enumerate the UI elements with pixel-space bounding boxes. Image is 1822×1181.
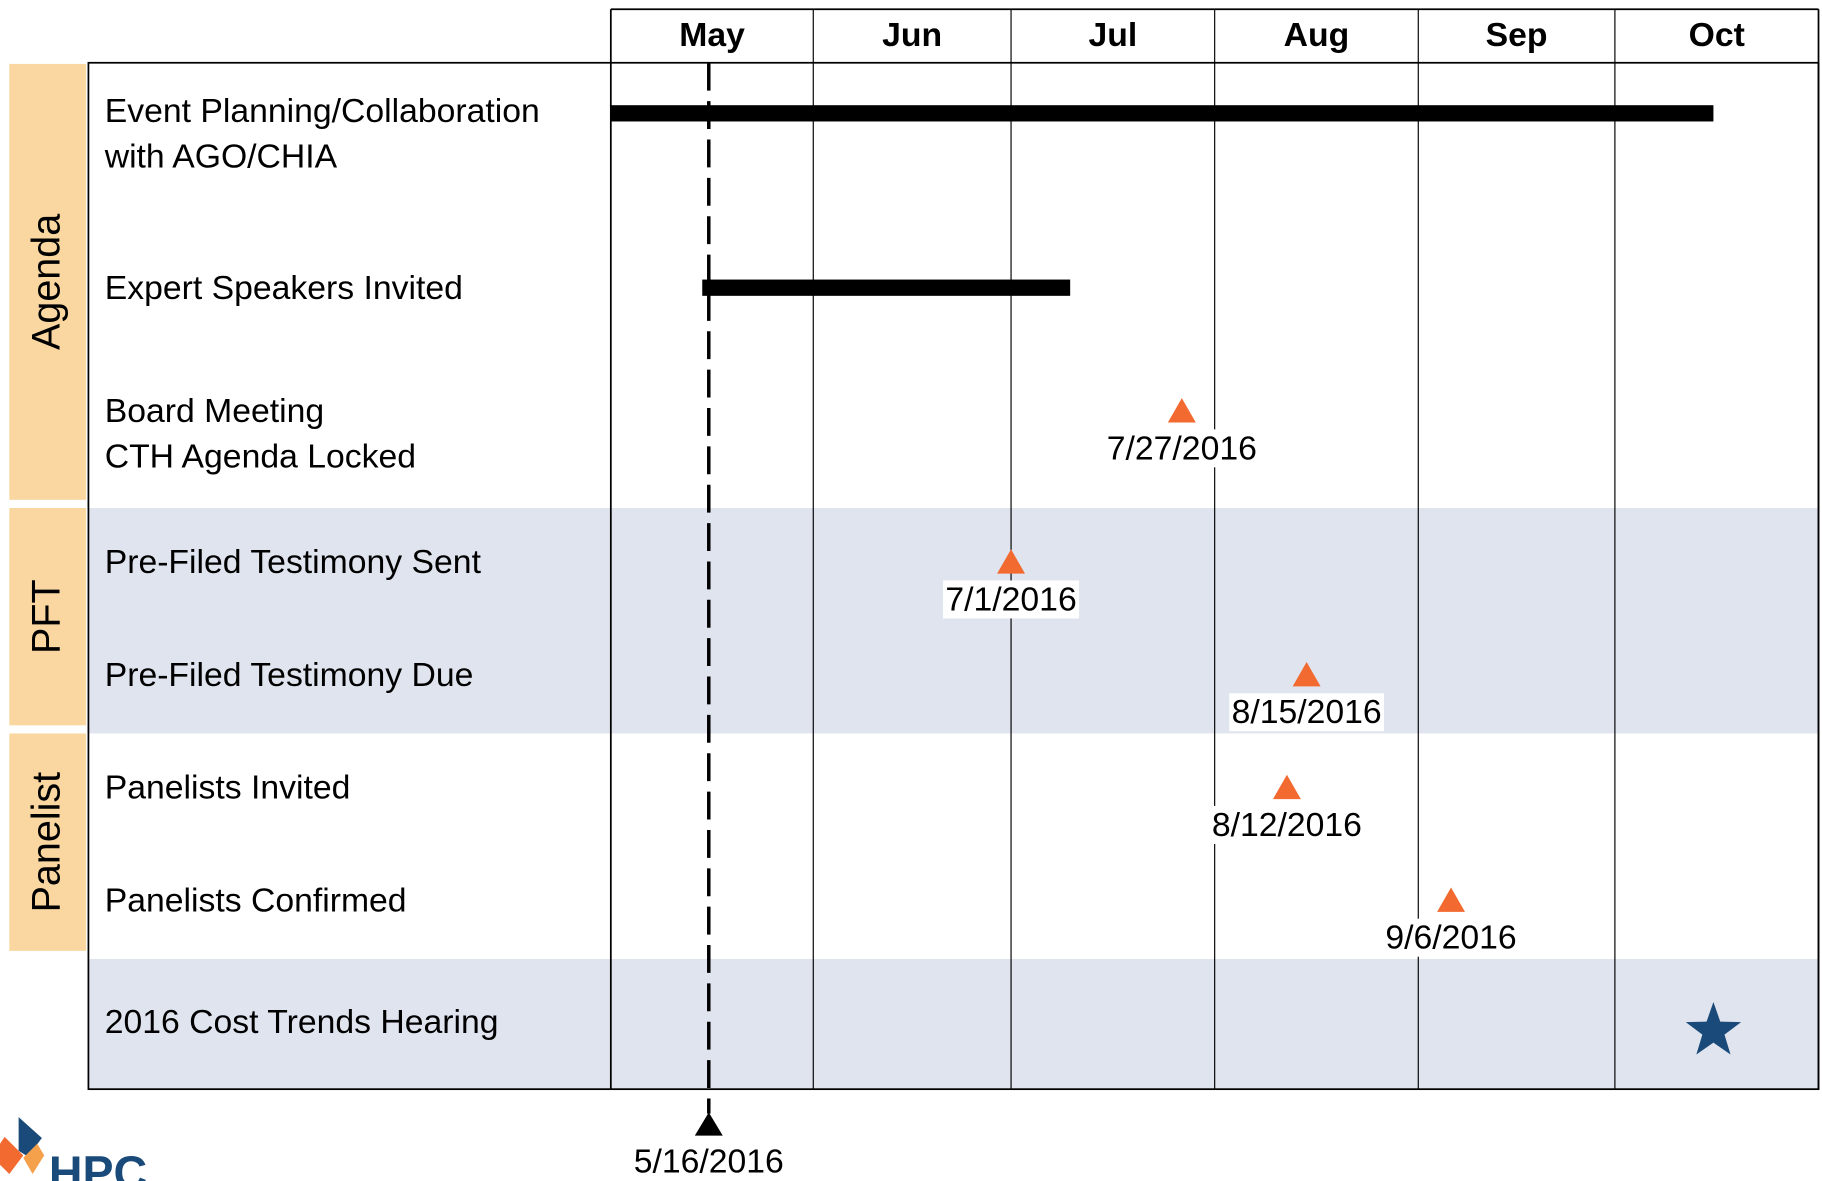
month-label: Oct bbox=[1689, 16, 1745, 54]
row-band bbox=[88, 507, 1819, 734]
group-label: Agenda bbox=[24, 214, 68, 350]
milestone-marker bbox=[997, 549, 1026, 574]
today-marker bbox=[694, 1112, 723, 1136]
month-label: Sep bbox=[1486, 16, 1548, 54]
label-bg bbox=[1209, 805, 1365, 844]
task-label: Panelists Confirmed bbox=[105, 882, 407, 920]
milestone-label: 7/27/2016 bbox=[1107, 429, 1257, 467]
task-label: Panelists Invited bbox=[105, 769, 351, 807]
today-label: 5/16/2016 bbox=[634, 1142, 784, 1180]
row-band bbox=[88, 958, 1819, 1090]
task-label: Board Meeting bbox=[105, 392, 324, 430]
milestone-marker bbox=[1437, 887, 1466, 912]
logo-shape bbox=[0, 1136, 24, 1175]
task-label: 2016 Cost Trends Hearing bbox=[105, 1003, 499, 1041]
task-bar bbox=[702, 279, 1071, 296]
group-label: Panelist bbox=[24, 772, 68, 913]
logo-shape bbox=[23, 1143, 45, 1175]
milestone-label: 8/12/2016 bbox=[1212, 806, 1362, 844]
label-bg bbox=[1383, 918, 1520, 957]
task-label: Pre-Filed Testimony Sent bbox=[105, 543, 482, 581]
task-label: Expert Speakers Invited bbox=[105, 269, 463, 307]
month-label: May bbox=[679, 16, 745, 54]
task-label: CTH Agenda Locked bbox=[105, 437, 416, 475]
month-label: Jun bbox=[882, 16, 942, 54]
milestone-label: 7/1/2016 bbox=[945, 580, 1076, 618]
group-label: PFT bbox=[24, 579, 68, 654]
label-bg bbox=[943, 580, 1080, 619]
month-label: Aug bbox=[1284, 16, 1350, 54]
group-box bbox=[9, 507, 87, 726]
label-bg bbox=[1104, 429, 1260, 468]
event-star bbox=[1685, 1001, 1742, 1055]
logo-shape bbox=[18, 1117, 42, 1157]
task-label: Event Planning/Collaboration bbox=[105, 92, 540, 130]
milestone-label: 9/6/2016 bbox=[1385, 919, 1516, 957]
label-bg bbox=[1229, 693, 1384, 732]
milestone-marker bbox=[1167, 398, 1196, 423]
month-label: Jul bbox=[1088, 16, 1137, 54]
group-box bbox=[9, 63, 87, 500]
task-bar bbox=[610, 105, 1714, 122]
group-box bbox=[9, 733, 87, 951]
task-frame bbox=[87, 61, 1820, 1091]
milestone-marker bbox=[1272, 774, 1301, 800]
milestone-label: 8/15/2016 bbox=[1232, 693, 1382, 731]
task-label: with AGO/CHIA bbox=[104, 138, 338, 176]
logo-text: HPC bbox=[49, 1147, 147, 1181]
task-label: Pre-Filed Testimony Due bbox=[105, 656, 474, 694]
milestone-marker bbox=[1292, 661, 1321, 687]
